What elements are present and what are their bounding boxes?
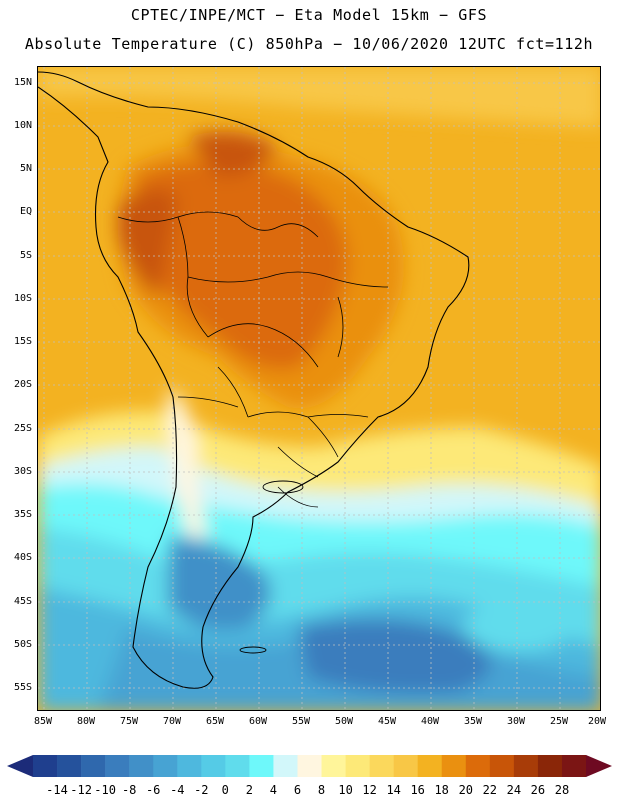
lon-tick-label: 70W	[162, 716, 182, 727]
colorbar-box	[441, 755, 467, 777]
colorbar-box	[369, 755, 394, 777]
colorbar-low-arrow	[7, 755, 33, 777]
colorbar-box	[537, 755, 563, 777]
colorbar-tick-label: 12	[362, 783, 377, 797]
lon-tick-label: 55W	[291, 716, 311, 727]
lon-tick-label: 25W	[549, 716, 569, 727]
lon-tick-label: 85W	[33, 716, 53, 727]
colorbar-tick-label: -12	[70, 783, 92, 797]
colorbar-box	[153, 755, 178, 777]
colorbar-box	[297, 755, 322, 777]
lon-tick-label: 75W	[119, 716, 139, 727]
field-ocean-cold-pool	[298, 619, 491, 693]
lon-tick-label: 20W	[587, 716, 607, 727]
colorbar-high-arrow	[586, 755, 612, 777]
lon-tick-label: 80W	[76, 716, 96, 727]
lagoon-outline	[262, 480, 304, 494]
colorbar-tick-label: 2	[245, 783, 253, 797]
colorbar-tick-label: 10	[338, 783, 353, 797]
lat-tick-label: 40S	[13, 552, 32, 563]
colorbar-box	[105, 755, 130, 777]
colorbar-box	[249, 755, 274, 777]
lat-tick-label: 10N	[13, 120, 32, 131]
field-patagonia-cold	[168, 537, 271, 630]
chart-title-line-2: Absolute Temperature (C) 850hPa − 10/06/…	[24, 35, 594, 53]
colorbar-tick-label: 0	[221, 783, 229, 797]
colorbar-box	[33, 755, 58, 777]
lon-tick-label: 45W	[377, 716, 397, 727]
colorbar-tick-label: 22	[482, 783, 498, 797]
field-north-band	[38, 67, 600, 127]
lat-tick-label: 50S	[13, 639, 32, 650]
colorbar-tick-label: 4	[269, 783, 277, 797]
colorbar-tick-label: -6	[145, 783, 161, 797]
colorbar-tick-label: 24	[506, 783, 522, 797]
temperature-map	[37, 66, 601, 711]
colorbar-tick-label: -4	[170, 783, 185, 797]
coastline-south-america	[38, 71, 470, 689]
colorbar-tick-label: -8	[121, 783, 137, 797]
lon-tick-label: 35W	[463, 716, 483, 727]
graticule	[38, 67, 600, 710]
falklands-islands	[239, 646, 267, 654]
colorbar-tick-label: -2	[194, 783, 209, 797]
lat-tick-label: 15S	[13, 336, 32, 347]
lat-tick-label: EQ	[19, 206, 32, 217]
lon-tick-label: 50W	[334, 716, 354, 727]
temperature-map-svg	[38, 67, 600, 710]
colorbar-tick-label: 16	[410, 783, 425, 797]
lat-tick-label: 5N	[19, 163, 32, 174]
colorbar-tick-label: 20	[458, 783, 474, 797]
colorbar-tick-label: 18	[434, 783, 449, 797]
lon-tick-label: 40W	[420, 716, 440, 727]
lat-tick-label: 15N	[13, 77, 32, 88]
colorbar-tick-label: 14	[386, 783, 401, 797]
colorbar-tick-label: -10	[94, 783, 116, 797]
colorbar-tick-label: 26	[530, 783, 546, 797]
colorbar-box	[393, 755, 418, 777]
field-ocean-eddy	[463, 602, 573, 652]
colorbar-box	[417, 755, 443, 777]
field-andes-strip	[168, 387, 208, 537]
lon-tick-label: 30W	[506, 716, 526, 727]
colorbar-tick-label: 6	[293, 783, 302, 797]
lat-tick-label: 55S	[13, 682, 32, 693]
colorbar-box	[177, 755, 202, 777]
lat-tick-label: 10S	[13, 293, 32, 304]
colorbar-box	[129, 755, 154, 777]
lat-tick-label: 20S	[13, 379, 32, 390]
colorbar-tick-label: 28	[554, 783, 570, 797]
lat-tick-label: 30S	[13, 466, 32, 477]
lat-tick-label: 5S	[19, 250, 32, 261]
colorbar	[7, 755, 612, 777]
colorbar-box	[489, 755, 515, 777]
colorbar-box	[201, 755, 226, 777]
colorbar-tick-label: 8	[317, 783, 326, 797]
colorbar-box	[273, 755, 298, 777]
lon-tick-label: 60W	[248, 716, 268, 727]
colorbar-box	[81, 755, 106, 777]
lat-tick-label: 35S	[13, 509, 32, 520]
lat-tick-label: 25S	[13, 423, 32, 434]
colorbar-tick-label: -14	[46, 783, 68, 797]
colorbar-box	[57, 755, 82, 777]
field-hot-north	[188, 131, 278, 177]
lon-tick-label: 65W	[205, 716, 225, 727]
colorbar-box	[345, 755, 370, 777]
country-borders	[117, 211, 389, 508]
colorbar-box	[513, 755, 539, 777]
colorbar-box	[561, 755, 587, 777]
chart-title-line-1: CPTEC/INPE/MCT − Eta Model 15km − GFS	[130, 6, 488, 24]
colorbar-boxes	[33, 755, 587, 777]
lat-tick-label: 45S	[13, 596, 32, 607]
colorbar-box	[465, 755, 491, 777]
colorbar-box	[225, 755, 250, 777]
field-hot-west	[118, 189, 178, 297]
colorbar-box	[321, 755, 346, 777]
